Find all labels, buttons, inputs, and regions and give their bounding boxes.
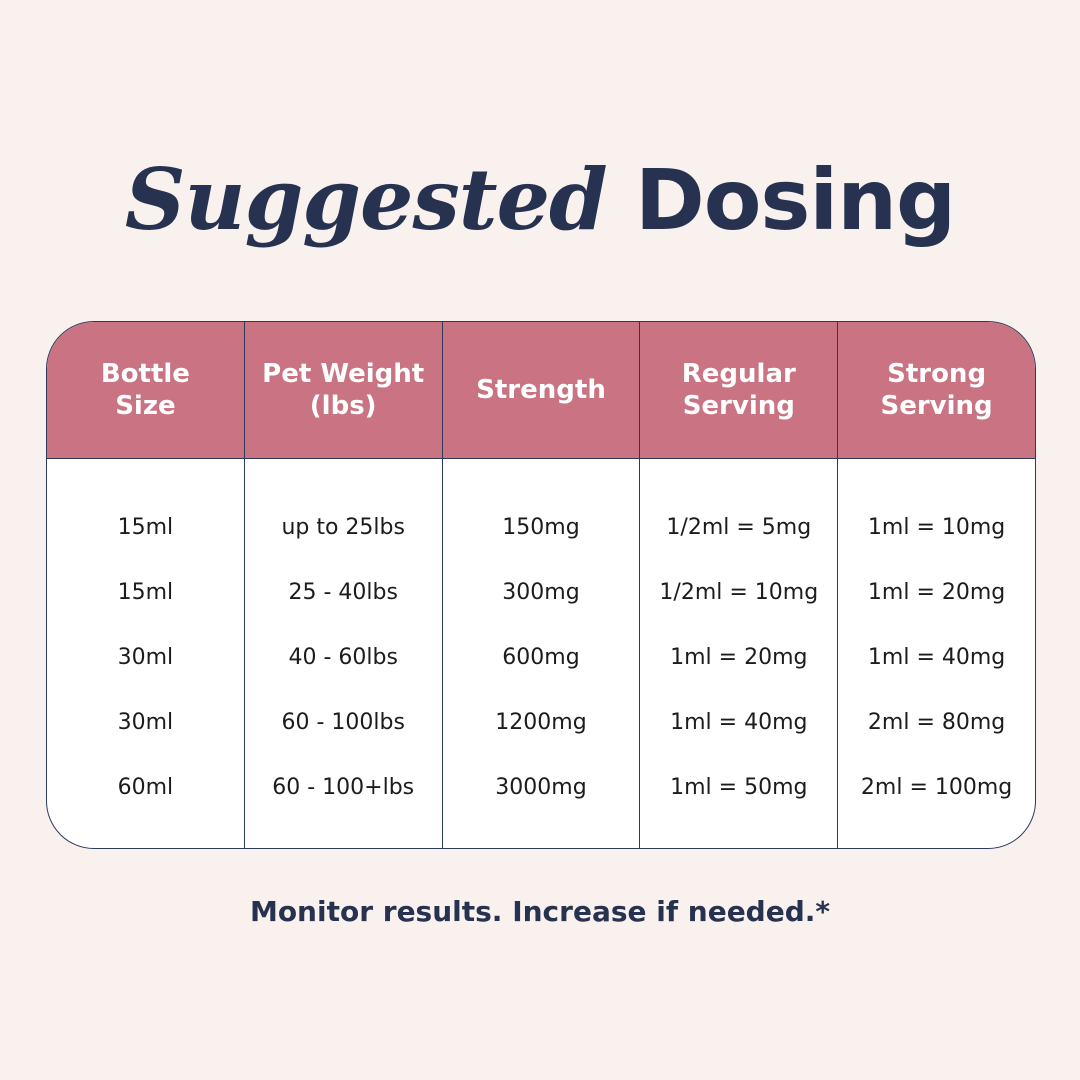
table-cell: 3000mg bbox=[495, 775, 587, 800]
title-italic: Suggested bbox=[124, 150, 608, 249]
table-cell: 40 - 60lbs bbox=[288, 645, 398, 670]
table-cell: 1ml = 50mg bbox=[670, 775, 808, 800]
table-cell: 1ml = 20mg bbox=[670, 645, 808, 670]
table-cell: 30ml bbox=[117, 710, 174, 735]
table-cell: 15ml bbox=[117, 580, 174, 605]
table-cell: 600mg bbox=[502, 645, 580, 670]
column-header: Pet Weight (lbs) bbox=[244, 322, 442, 459]
table-column: Regular Serving 1/2ml = 5mg 1/2ml = 10mg 1m… bbox=[640, 322, 839, 848]
table-cell: up to 25lbs bbox=[281, 515, 405, 540]
table-cell: 2ml = 100mg bbox=[860, 775, 1013, 800]
table-cell: 15ml bbox=[117, 515, 174, 540]
table-cell: 60 - 100+lbs bbox=[272, 775, 415, 800]
table-column: Strong Serving 1ml = 10mg 1ml = 20mg 1ml = … bbox=[838, 322, 1035, 848]
table-cell: 60ml bbox=[117, 775, 174, 800]
table-cell: 1/2ml = 10mg bbox=[659, 580, 819, 605]
title-bold: Dosing bbox=[635, 151, 956, 249]
table-cell: 300mg bbox=[502, 580, 580, 605]
table-cell: 1200mg bbox=[495, 710, 587, 735]
table-cell: 60 - 100lbs bbox=[281, 710, 405, 735]
table-cell: 1ml = 40mg bbox=[867, 645, 1006, 670]
table-cell: 1ml = 40mg bbox=[670, 710, 808, 735]
column-cells: 1/2ml = 5mg 1/2ml = 10mg 1ml = 20mg 1ml = 4… bbox=[640, 459, 837, 820]
table-cell: 1ml = 10mg bbox=[867, 515, 1006, 540]
page-title: Suggested Dosing bbox=[0, 150, 1080, 249]
table-cell: 2ml = 80mg bbox=[867, 710, 1006, 735]
table-column: Strength 150mg 300mg 600mg 1200mg 3000mg bbox=[442, 322, 641, 848]
column-cells: 1ml = 10mg 1ml = 20mg 1ml = 40mg 2ml = 80mg… bbox=[838, 459, 1035, 820]
footer-note: Monitor results. Increase if needed.* bbox=[249, 895, 831, 928]
column-cells: 15ml 15ml 30ml 30ml 60ml bbox=[47, 459, 244, 820]
table-cell: 1ml = 20mg bbox=[867, 580, 1006, 605]
table-cell: 1/2ml = 5mg bbox=[666, 515, 812, 540]
table-cell: 30ml bbox=[117, 645, 174, 670]
table-cell: 150mg bbox=[502, 515, 580, 540]
column-cells: up to 25lbs 25 - 40lbs 40 - 60lbs 60 - 100l… bbox=[245, 459, 442, 820]
dosing-table: Bottle Size 15ml 15ml 30ml 30ml 60ml Pet Weigh… bbox=[46, 321, 1036, 849]
column-cells: 150mg 300mg 600mg 1200mg 3000mg bbox=[443, 459, 640, 820]
table-column: Pet Weight (lbs) up to 25lbs 25 - 40lbs 40 … bbox=[244, 322, 443, 848]
column-header: Bottle Size bbox=[47, 322, 244, 459]
column-header: Regular Serving bbox=[640, 322, 838, 459]
table-cell: 25 - 40lbs bbox=[288, 580, 398, 605]
column-header: Strength bbox=[442, 322, 640, 459]
column-header: Strong Serving bbox=[838, 322, 1035, 459]
table-column: Bottle Size 15ml 15ml 30ml 30ml 60ml bbox=[47, 322, 245, 848]
